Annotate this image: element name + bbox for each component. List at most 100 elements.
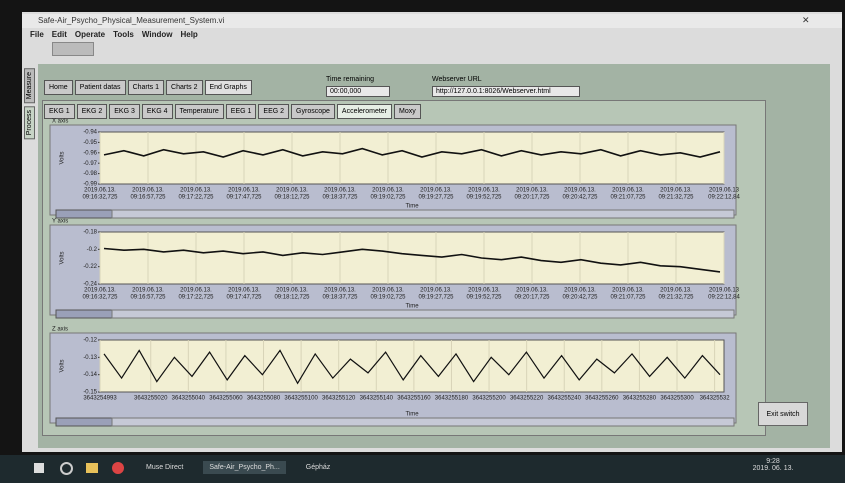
chrome-icon[interactable] xyxy=(112,462,124,474)
taskbar-app[interactable]: Gépház xyxy=(300,461,337,474)
x-tick-label: 2019.06.13. xyxy=(564,288,596,294)
x-tick-label: 09:22:12,84 xyxy=(708,195,740,201)
y-tick-label: -0.14 xyxy=(83,372,97,378)
x-tick-label: 09:19:02,725 xyxy=(370,195,406,201)
x-tick-label: 09:17:22,725 xyxy=(178,195,214,201)
y-axis-label: Volts xyxy=(60,359,66,372)
x-tick-label: 3643255140 xyxy=(360,396,394,402)
x-tick-label: 2019.06.13. xyxy=(180,288,212,294)
taskbar-app[interactable]: Safe-Air_Psycho_Ph... xyxy=(203,461,285,474)
explorer-icon[interactable] xyxy=(86,463,98,473)
y-axis-label: Volts xyxy=(60,251,66,264)
x-tick-label: 09:20:17,725 xyxy=(514,195,550,201)
taskbar-apps: Muse Direct Safe-Air_Psycho_Ph... Gépház xyxy=(140,461,336,474)
x-tick-label: 3643255120 xyxy=(322,396,356,402)
x-tick-label: 2019.06.13. xyxy=(228,288,260,294)
x-tick-label: 09:19:52,725 xyxy=(466,295,502,301)
x-axis-label: Time xyxy=(405,412,419,418)
x-tick-label: 09:22:12,84 xyxy=(708,295,740,301)
y-tick-label: -0.97 xyxy=(83,161,97,167)
y-tick-label: -0.12 xyxy=(83,338,97,344)
graph-palette xyxy=(56,418,112,426)
clock-date: 2019. 06. 13. xyxy=(748,465,798,472)
x-tick-label: 2019.06.13. xyxy=(516,288,548,294)
x-tick-label: 2019.06.13. xyxy=(132,188,164,194)
chart-title: Y axis xyxy=(52,219,68,225)
screen: Safe-Air_Psycho_Physical_Measurement_Sys… xyxy=(0,0,845,483)
x-tick-label: 09:18:37,725 xyxy=(322,295,358,301)
y-tick-label: -0.2 xyxy=(87,247,98,253)
x-tick-label: 3643255080 xyxy=(247,396,281,402)
x-tick-label: 2019.06.13. xyxy=(660,288,692,294)
scrollbar xyxy=(112,418,734,426)
x-tick-label: 2019.06.13 xyxy=(709,288,740,294)
taskbar-app[interactable]: Muse Direct xyxy=(140,461,189,474)
x-tick-label: 2019.06.13. xyxy=(420,188,452,194)
chart-title: Z axis xyxy=(52,327,68,333)
y-tick-label: -0.22 xyxy=(83,264,97,270)
x-tick-label: 2019.06.13 xyxy=(709,188,740,194)
x-tick-label: 3643255240 xyxy=(548,396,582,402)
search-icon[interactable] xyxy=(60,462,73,475)
plot-area xyxy=(100,232,724,284)
x-tick-label: 09:16:32,725 xyxy=(82,195,118,201)
x-tick-label: 09:18:12,725 xyxy=(274,295,310,301)
x-tick-label: 2019.06.13. xyxy=(372,188,404,194)
x-tick-label: 09:19:27,725 xyxy=(418,195,454,201)
x-tick-label: 09:21:32,725 xyxy=(658,195,694,201)
x-tick-label: 09:17:22,725 xyxy=(178,295,214,301)
x-tick-label: 3643254993 xyxy=(83,396,117,402)
plot-area xyxy=(100,340,724,392)
x-tick-label: 2019.06.13. xyxy=(324,188,356,194)
x-tick-label: 09:17:47,725 xyxy=(226,195,262,201)
scrollbar xyxy=(112,210,734,218)
chart-title: X axis xyxy=(52,119,68,125)
x-tick-label: 2019.06.13. xyxy=(612,288,644,294)
x-tick-label: 3643255160 xyxy=(397,396,431,402)
x-tick-label: 09:17:47,725 xyxy=(226,295,262,301)
x-tick-label: 09:19:52,725 xyxy=(466,195,502,201)
y-tick-label: -0.96 xyxy=(83,150,97,156)
x-tick-label: 2019.06.13. xyxy=(276,188,308,194)
x-tick-label: 2019.06.13. xyxy=(468,188,500,194)
clock-time: 9:28 xyxy=(748,458,798,465)
x-tick-label: 2019.06.13. xyxy=(468,288,500,294)
x-tick-label: 3643255220 xyxy=(510,396,544,402)
scrollbar xyxy=(112,310,734,318)
x-tick-label: 09:19:27,725 xyxy=(418,295,454,301)
x-tick-label: 3643255100 xyxy=(284,396,318,402)
x-tick-label: 2019.06.13. xyxy=(612,188,644,194)
x-tick-label: 09:16:57,725 xyxy=(130,295,166,301)
x-tick-label: 09:21:07,725 xyxy=(610,195,646,201)
x-tick-label: 09:18:12,725 xyxy=(274,195,310,201)
x-tick-label: 09:16:57,725 xyxy=(130,195,166,201)
taskbar: Muse Direct Safe-Air_Psycho_Ph... Gépház 9… xyxy=(0,455,845,483)
x-tick-label: 2019.06.13. xyxy=(516,188,548,194)
x-tick-label: 2019.06.13. xyxy=(420,288,452,294)
x-axis-label: Time xyxy=(405,204,419,210)
graph-palette xyxy=(56,210,112,218)
charts: X axisVolts-0.94-0.95-0.96-0.97-0.98-0.9… xyxy=(0,0,845,483)
graph-palette xyxy=(56,310,112,318)
x-tick-label: 09:20:42,725 xyxy=(562,295,598,301)
y-tick-label: -0.13 xyxy=(83,355,97,361)
y-tick-label: -0.98 xyxy=(83,171,97,177)
x-tick-label: 2019.06.13. xyxy=(660,188,692,194)
x-tick-label: 2019.06.13. xyxy=(84,188,116,194)
x-tick-label: 2019.06.13. xyxy=(228,188,260,194)
x-tick-label: 09:16:32,725 xyxy=(82,295,118,301)
x-tick-label: 364325532 xyxy=(700,396,731,402)
x-tick-label: 2019.06.13. xyxy=(372,288,404,294)
y-tick-label: -0.18 xyxy=(83,230,97,236)
x-tick-label: 3643255300 xyxy=(660,396,694,402)
x-tick-label: 3643255020 xyxy=(134,396,168,402)
x-tick-label: 2019.06.13. xyxy=(276,288,308,294)
x-tick-label: 09:20:42,725 xyxy=(562,195,598,201)
x-tick-label: 2019.06.13. xyxy=(180,188,212,194)
x-tick-label: 3643255200 xyxy=(472,396,506,402)
x-tick-label: 2019.06.13. xyxy=(324,288,356,294)
x-tick-label: 3643255060 xyxy=(209,396,243,402)
start-button[interactable] xyxy=(34,463,44,473)
plot-area xyxy=(100,132,724,184)
